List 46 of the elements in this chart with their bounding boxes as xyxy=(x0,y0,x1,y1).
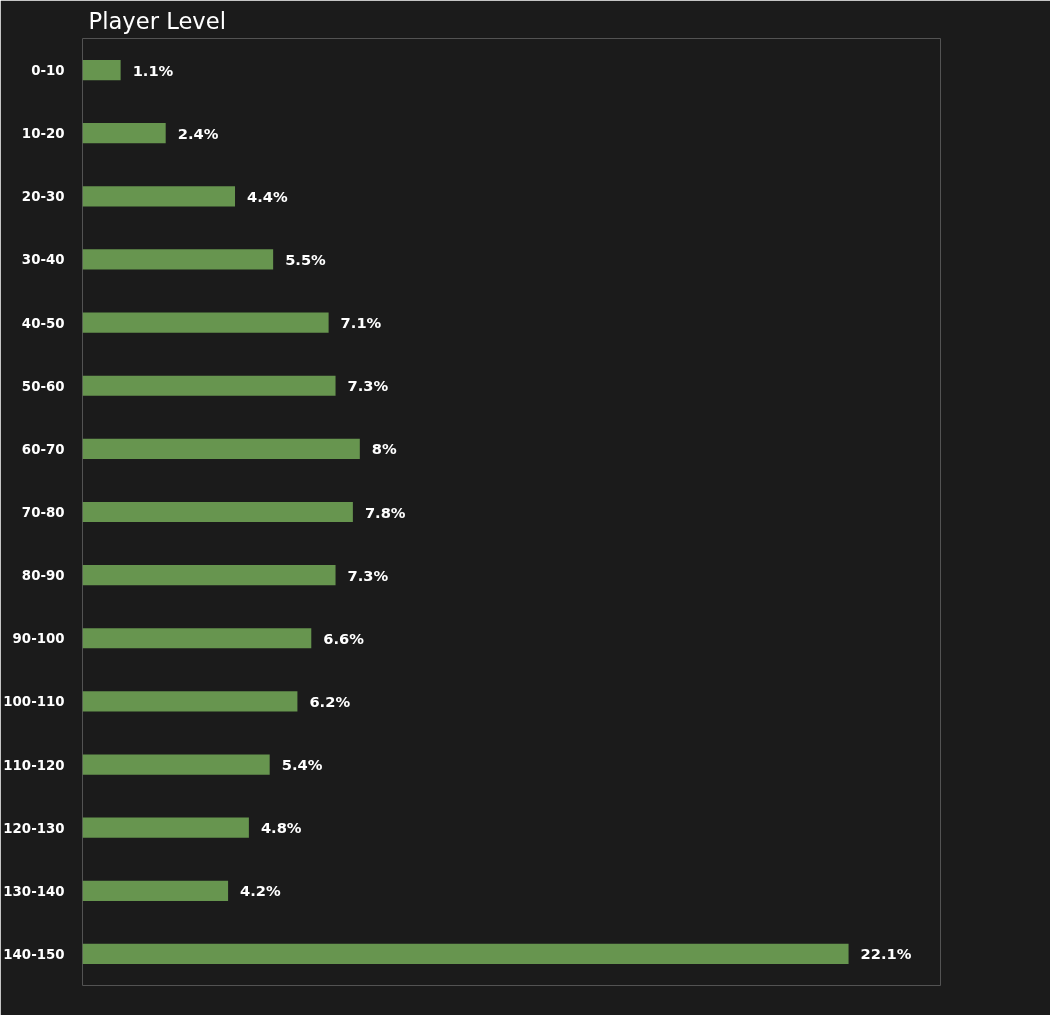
y-tick-label: 10-20 xyxy=(21,126,65,142)
y-tick-label: 40-50 xyxy=(21,315,65,331)
y-tick-label: 90-100 xyxy=(12,631,65,647)
data-label: 22.1% xyxy=(860,945,912,963)
bar xyxy=(82,186,236,207)
data-label: 7.3% xyxy=(347,377,389,395)
bar xyxy=(82,59,121,81)
data-label: 5.4% xyxy=(281,756,323,774)
y-tick-label: 120-130 xyxy=(3,820,65,836)
bar xyxy=(82,628,312,649)
bar xyxy=(82,880,229,901)
bar xyxy=(82,817,249,838)
y-tick-label: 100-110 xyxy=(3,694,65,710)
y-tick-label: 20-30 xyxy=(21,189,65,205)
y-tick-label: 80-90 xyxy=(21,568,65,584)
bar xyxy=(82,565,336,586)
bar xyxy=(82,123,166,144)
bar xyxy=(82,375,336,396)
y-tick-label: 140-150 xyxy=(3,946,65,962)
data-label: 7.8% xyxy=(364,503,406,521)
bar xyxy=(82,501,353,523)
data-label: 6.6% xyxy=(323,629,365,647)
y-tick-label: 70-80 xyxy=(21,505,65,520)
y-tick-label: 110-120 xyxy=(3,757,65,773)
data-label: 1.1% xyxy=(132,61,174,79)
data-label: 4.8% xyxy=(260,819,302,837)
bar xyxy=(82,438,360,459)
y-tick-label: 130-140 xyxy=(3,883,65,899)
bar xyxy=(82,312,329,333)
bar xyxy=(82,943,849,965)
data-label: 2.4% xyxy=(177,124,219,142)
data-label: 8% xyxy=(371,440,398,458)
bar xyxy=(82,754,270,775)
chart-title: Player Level xyxy=(88,7,227,34)
bar xyxy=(82,691,298,712)
bar xyxy=(82,249,274,270)
y-tick-label: 30-40 xyxy=(21,252,65,268)
y-tick-label: 50-60 xyxy=(21,378,65,394)
y-tick-label: 0-10 xyxy=(31,63,65,79)
data-label: 4.2% xyxy=(240,882,282,900)
data-label: 6.2% xyxy=(309,692,351,710)
data-label: 4.4% xyxy=(247,187,288,205)
y-tick-label: 60-70 xyxy=(21,441,65,457)
data-label: 7.1% xyxy=(340,314,382,332)
data-label: 7.3% xyxy=(347,566,389,584)
data-label: 5.5% xyxy=(285,250,327,268)
